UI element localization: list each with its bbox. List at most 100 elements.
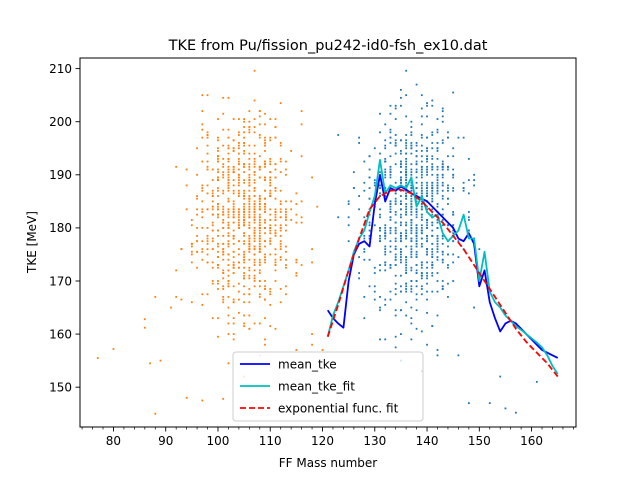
scatter-point [420,94,423,97]
scatter-point [436,256,439,259]
scatter-point [347,216,350,219]
scatter-point [426,195,428,197]
scatter-point [264,179,266,182]
scatter-point [248,224,251,227]
scatter-point [394,221,397,224]
scatter-point [227,171,230,174]
scatter-point [232,266,235,269]
scatter-point [358,256,360,259]
scatter-point [258,224,261,227]
scatter-point [253,234,256,237]
scatter-point [420,216,423,219]
scatter-point [196,250,198,253]
scatter-point [389,211,392,213]
scatter-point [237,131,240,134]
scatter-point [431,163,434,166]
scatter-point [217,171,219,174]
scatter-point [420,203,423,205]
scatter-point [384,234,387,237]
scatter-point [447,165,449,168]
scatter-point [405,213,408,216]
scatter-point [420,192,423,195]
scatter-point [274,136,277,139]
scatter-point [400,285,402,288]
scatter-point [311,343,313,346]
scatter-point [269,219,272,221]
scatter-point [217,189,219,192]
scatter-point [436,314,439,317]
scatter-point [253,285,256,288]
scatter-point [420,274,423,277]
scatter-point [279,240,282,243]
scatter-point [441,195,444,197]
scatter-point [441,237,444,240]
scatter-point [415,237,418,240]
scatter-point [258,322,261,325]
scatter-point [258,195,261,197]
scatter-point [379,192,381,195]
scatter-point [237,168,240,171]
scatter-point [400,165,402,168]
scatter-point [415,176,418,179]
scatter-point [426,240,428,243]
scatter-point [206,261,209,264]
scatter-point [405,232,408,235]
scatter-point [436,150,439,152]
scatter-point [227,280,230,282]
scatter-point [415,211,418,213]
scatter-point [232,200,235,203]
scatter-point [295,192,298,195]
scatter-point [394,293,397,296]
scatter-point [237,173,240,176]
scatter-point [222,298,225,301]
scatter-point [264,208,266,211]
scatter-point [363,317,366,320]
mean-tke-fit-line [326,159,559,375]
scatter-point [285,216,287,219]
scatter-point [274,213,277,216]
y-axis: 150 160 170 180 190 200 210 [49,62,80,394]
scatter-point [253,269,256,272]
scatter-point [436,176,439,179]
scatter-point [405,221,408,224]
scatter-point [436,234,439,237]
scatter-point [279,224,282,227]
scatter-point [264,160,266,163]
y-tick-label: 190 [49,168,72,182]
scatter-point [253,248,256,251]
scatter-point [269,253,272,256]
scatter-point [400,208,402,211]
scatter-point [410,187,413,189]
scatter-point [264,298,266,301]
scatter-point [248,165,251,168]
scatter-point [290,208,293,211]
scatter-point [232,237,235,240]
scatter-point [206,226,209,229]
scatter-point [394,118,397,120]
scatter-point [217,234,219,237]
scatter-point [243,126,246,128]
scatter-point [415,272,418,274]
scatter-point [441,168,444,171]
scatter-point [441,288,444,290]
scatter-point [420,330,423,333]
scatter-point [394,192,397,195]
scatter-point [274,261,277,264]
scatter-point [415,280,418,282]
scatter-point [274,189,277,192]
scatter-point [379,309,381,312]
scatter-point [436,184,439,187]
scatter-point [436,349,439,351]
scatter-point [248,245,251,248]
scatter-point [211,240,214,243]
scatter-point [410,171,413,174]
scatter-point [279,208,282,211]
scatter-point [279,242,282,245]
scatter-point [420,219,423,221]
scatter-point [394,288,397,290]
scatter-point [258,219,261,221]
scatter-point [431,221,434,224]
scatter-point [384,269,387,272]
scatter-point [410,269,413,272]
scatter-point [410,213,413,216]
